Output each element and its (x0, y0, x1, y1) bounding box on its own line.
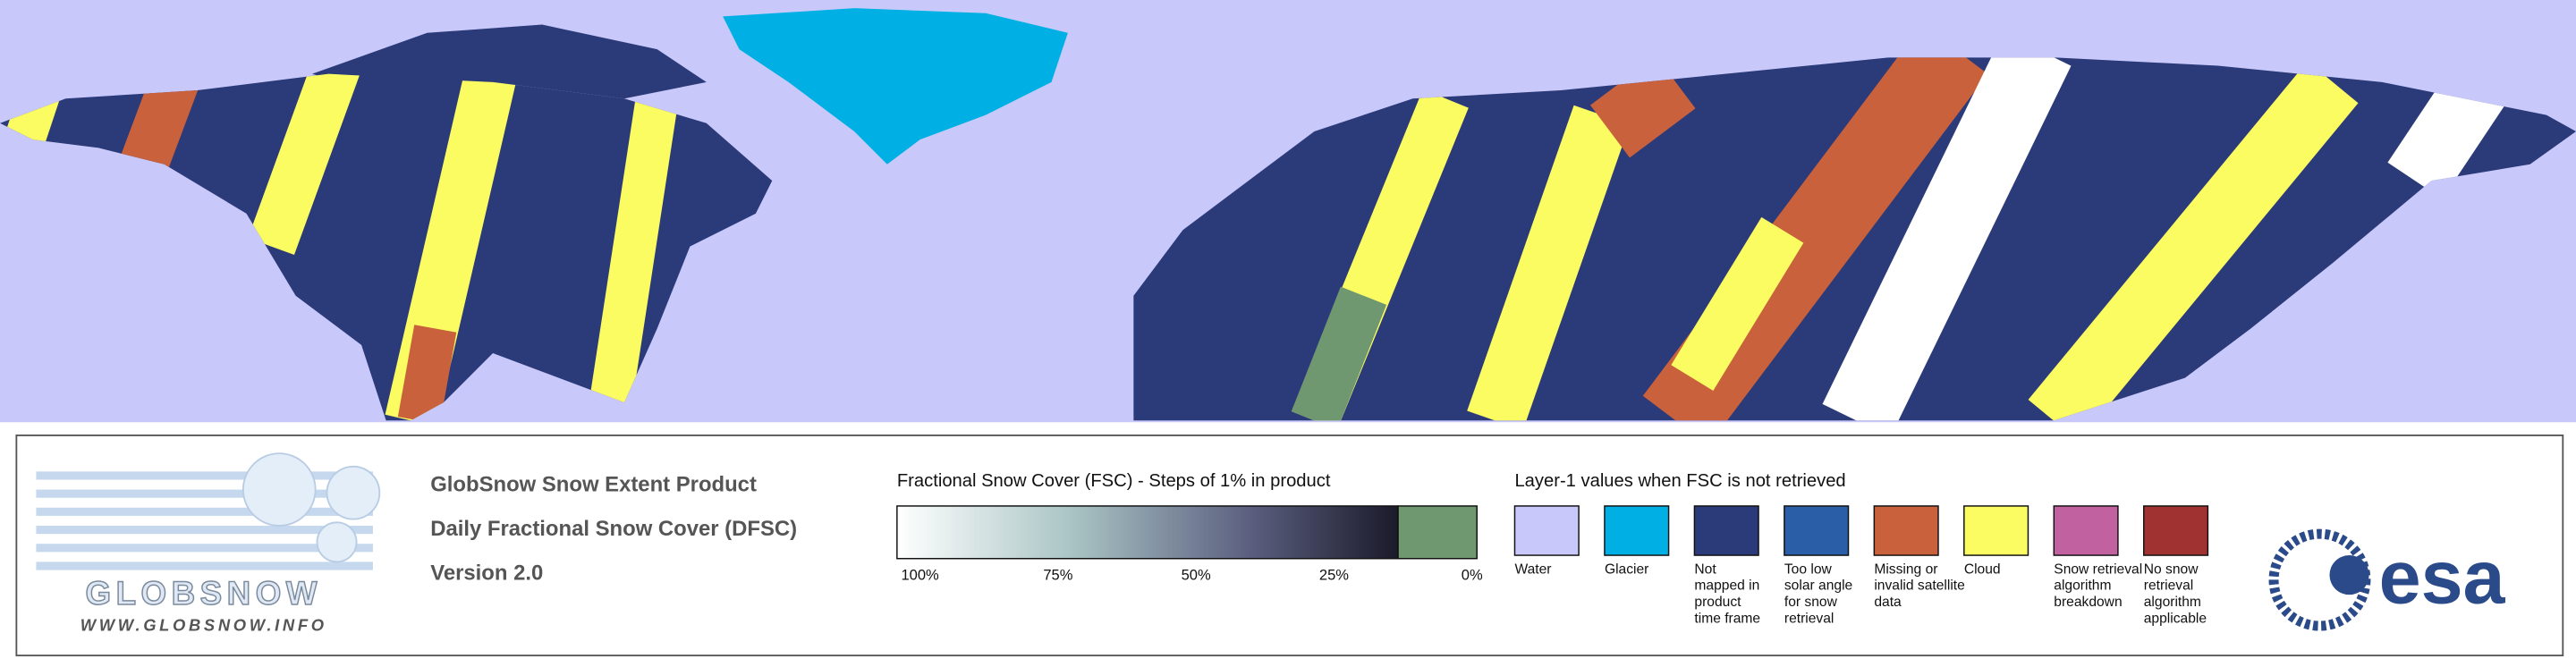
legend-label: Not (1694, 561, 1716, 577)
logo-stripe (36, 507, 373, 516)
logo-stripe (36, 525, 373, 535)
map (0, 0, 2576, 423)
logo-stripe (36, 471, 373, 480)
fsc-gradient (896, 505, 1399, 560)
legend-label: Cloud (1964, 561, 2001, 577)
layer1-title: Layer-1 values when FSC is not retrieved (1514, 471, 1845, 491)
fsc-title: Fractional Snow Cover (FSC) - Steps of 1… (897, 471, 1331, 491)
legend-label: time frame (1694, 611, 1760, 626)
legend-label: retrieval (2144, 578, 2194, 594)
legend-label: Water (1514, 561, 1551, 577)
snowflake (316, 521, 358, 563)
legend-label: Missing or (1874, 561, 1937, 577)
legend-label: retrieval (1784, 611, 1835, 626)
fsc-tick-label: 100% (901, 567, 939, 584)
fsc-tick-label: 25% (1319, 567, 1349, 584)
logo-url: WWW.GLOBSNOW.INFO (80, 616, 327, 635)
legend-swatch (1604, 505, 1670, 556)
fsc-tick-label: 75% (1043, 567, 1072, 584)
legend-label: mapped in (1694, 578, 1759, 594)
greenland (723, 8, 1068, 165)
legend-swatch (1963, 505, 2029, 556)
legend-label: Glacier (1605, 561, 1648, 577)
product-line: GlobSnow Snow Extent Product (430, 472, 757, 496)
esa-text: esa (2379, 535, 2506, 619)
legend-swatch (1513, 505, 1580, 556)
fsc-zero (1397, 505, 1478, 560)
fsc-tick-label: 0% (1462, 567, 1483, 584)
legend-swatch (2053, 505, 2119, 556)
legend-swatch (1873, 505, 1939, 556)
legend-label: data (1874, 595, 1902, 610)
esa-mark (2329, 555, 2369, 595)
globsnow-logo: GLOBSNOW WWW.GLOBSNOW.INFO (36, 452, 381, 635)
product-line: Daily Fractional Snow Cover (DFSC) (430, 517, 797, 541)
legend-label: solar angle (1784, 578, 1852, 594)
legend-label: for snow (1784, 595, 1838, 610)
legend-swatch (1693, 505, 1759, 556)
logo-stripe (36, 561, 373, 570)
legend-label: Too low (1784, 561, 1833, 577)
legend-swatch (1784, 505, 1850, 556)
legend-label: product (1694, 595, 1741, 610)
esa-logo: esa (2268, 528, 2506, 631)
product-line: Version 2.0 (430, 561, 543, 586)
logo-stripe (36, 544, 373, 553)
legend-label: No snow (2144, 561, 2199, 577)
logo-stripe (36, 489, 373, 498)
legend-label: applicable (2144, 611, 2207, 626)
snowflake (242, 452, 317, 527)
fsc-tick-label: 50% (1182, 567, 1211, 584)
legend-label: breakdown (2054, 595, 2122, 610)
legend-label: Snow retrieval (2054, 561, 2142, 577)
legend-swatch (2143, 505, 2209, 556)
snowflake (326, 465, 381, 520)
logo-name: GLOBSNOW (86, 575, 322, 612)
legend-label: algorithm (2054, 578, 2111, 594)
legend-label: algorithm (2144, 595, 2201, 610)
legend-label: invalid satellite (1874, 578, 1964, 594)
